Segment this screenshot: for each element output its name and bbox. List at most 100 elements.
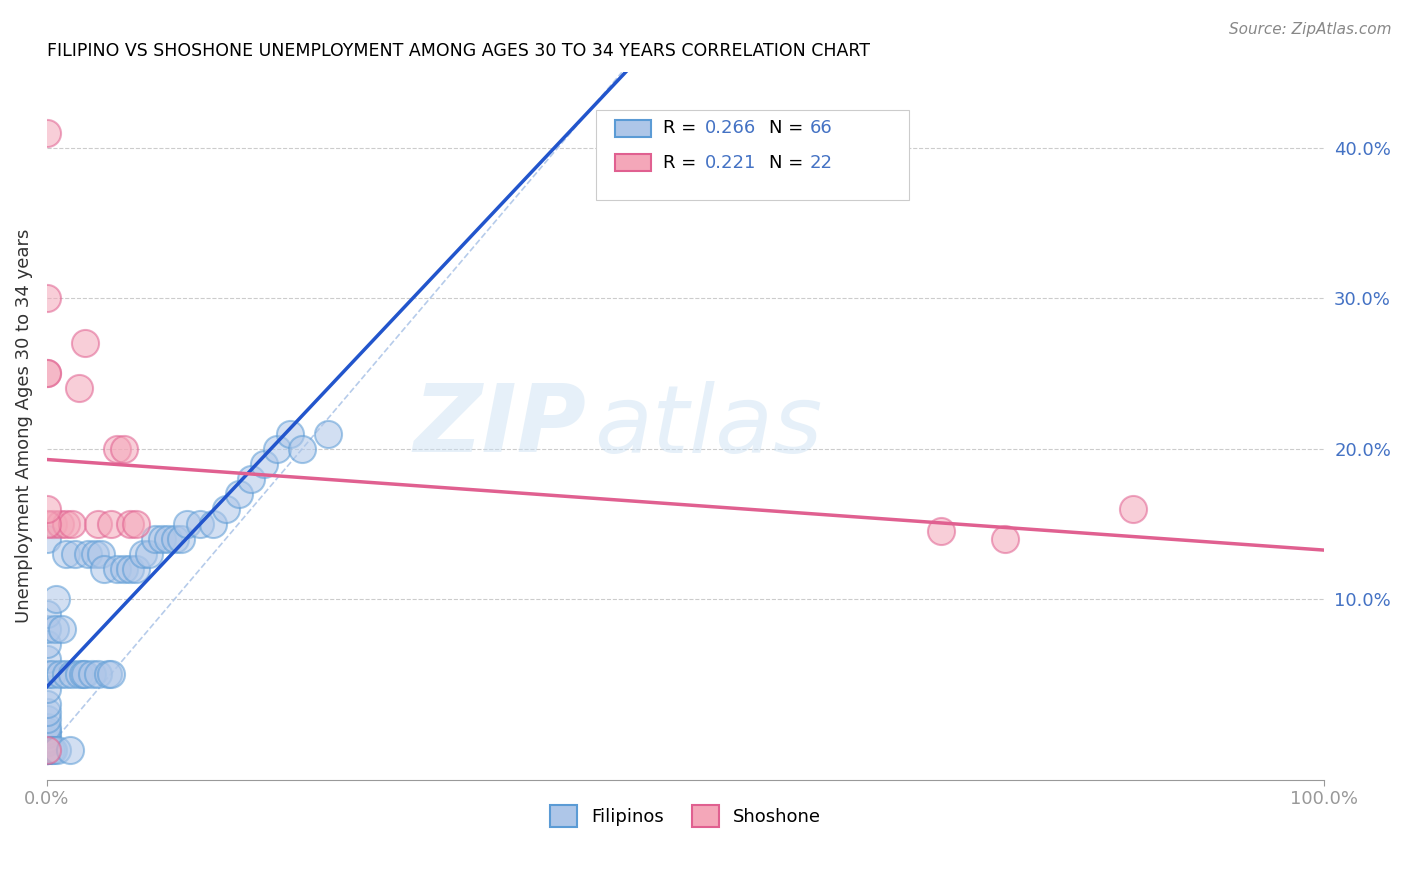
Point	[35, 735, 58, 749]
Point	[112, 442, 135, 456]
Point	[291, 442, 314, 456]
Point	[228, 487, 250, 501]
Point	[215, 501, 238, 516]
Legend: Filipinos, Shoshone: Filipinos, Shoshone	[543, 797, 828, 834]
Point	[35, 724, 58, 739]
Text: Source: ZipAtlas.com: Source: ZipAtlas.com	[1229, 22, 1392, 37]
Point	[35, 682, 58, 697]
Point	[131, 547, 153, 561]
Bar	[616, 154, 651, 171]
Text: FILIPINO VS SHOSHONE UNEMPLOYMENT AMONG AGES 30 TO 34 YEARS CORRELATION CHART: FILIPINO VS SHOSHONE UNEMPLOYMENT AMONG …	[46, 42, 870, 60]
Point	[100, 516, 122, 531]
Text: 66: 66	[810, 120, 832, 137]
Point	[97, 667, 120, 681]
Point	[42, 516, 65, 531]
Point	[150, 532, 173, 546]
Point	[240, 472, 263, 486]
Point	[76, 547, 98, 561]
Point	[105, 442, 128, 456]
Point	[44, 622, 66, 636]
Point	[55, 516, 77, 531]
Point	[929, 524, 952, 539]
Point	[45, 592, 67, 607]
Point	[118, 562, 141, 576]
Point	[157, 532, 180, 546]
Point	[41, 667, 63, 681]
Point	[35, 727, 58, 741]
Point	[55, 667, 77, 681]
Point	[62, 667, 84, 681]
Point	[67, 381, 90, 395]
Point	[42, 742, 65, 756]
Point	[63, 547, 86, 561]
Point	[188, 516, 211, 531]
Point	[278, 426, 301, 441]
Point	[75, 667, 97, 681]
Point	[138, 547, 160, 561]
Point	[35, 742, 58, 756]
Point	[72, 667, 94, 681]
Point	[84, 547, 107, 561]
Point	[35, 667, 58, 681]
Point	[118, 516, 141, 531]
Point	[48, 516, 70, 531]
Point	[163, 532, 186, 546]
Point	[994, 532, 1017, 546]
Point	[35, 742, 58, 756]
Point	[201, 516, 224, 531]
Point	[266, 442, 288, 456]
Point	[112, 562, 135, 576]
Point	[90, 547, 112, 561]
Point	[93, 562, 115, 576]
Text: 0.221: 0.221	[704, 154, 756, 172]
Point	[170, 532, 193, 546]
Point	[35, 126, 58, 140]
Point	[46, 742, 69, 756]
Bar	[616, 120, 651, 136]
Point	[59, 742, 82, 756]
Point	[55, 547, 77, 561]
Text: N =: N =	[769, 120, 808, 137]
Point	[35, 742, 58, 756]
Text: 0.266: 0.266	[704, 120, 756, 137]
Point	[35, 652, 58, 666]
Point	[51, 622, 73, 636]
Point	[62, 516, 84, 531]
Point	[75, 336, 97, 351]
FancyBboxPatch shape	[596, 110, 910, 201]
Point	[1122, 501, 1144, 516]
Point	[176, 516, 198, 531]
Point	[35, 742, 58, 756]
Point	[35, 532, 58, 546]
Point	[125, 516, 148, 531]
Point	[80, 667, 103, 681]
Point	[87, 516, 110, 531]
Y-axis label: Unemployment Among Ages 30 to 34 years: Unemployment Among Ages 30 to 34 years	[15, 229, 32, 624]
Point	[67, 667, 90, 681]
Point	[35, 720, 58, 734]
Point	[35, 622, 58, 636]
Point	[48, 667, 70, 681]
Text: R =: R =	[662, 154, 702, 172]
Point	[35, 516, 58, 531]
Point	[35, 731, 58, 746]
Point	[100, 667, 122, 681]
Point	[35, 291, 58, 305]
Point	[35, 501, 58, 516]
Point	[35, 367, 58, 381]
Point	[35, 713, 58, 727]
Point	[35, 698, 58, 712]
Text: ZIP: ZIP	[413, 380, 586, 472]
Text: atlas: atlas	[593, 381, 823, 472]
Point	[105, 562, 128, 576]
Point	[35, 742, 58, 756]
Point	[253, 457, 276, 471]
Point	[125, 562, 148, 576]
Point	[87, 667, 110, 681]
Point	[39, 742, 62, 756]
Text: 22: 22	[810, 154, 832, 172]
Point	[145, 532, 167, 546]
Point	[35, 705, 58, 719]
Point	[35, 637, 58, 651]
Point	[316, 426, 339, 441]
